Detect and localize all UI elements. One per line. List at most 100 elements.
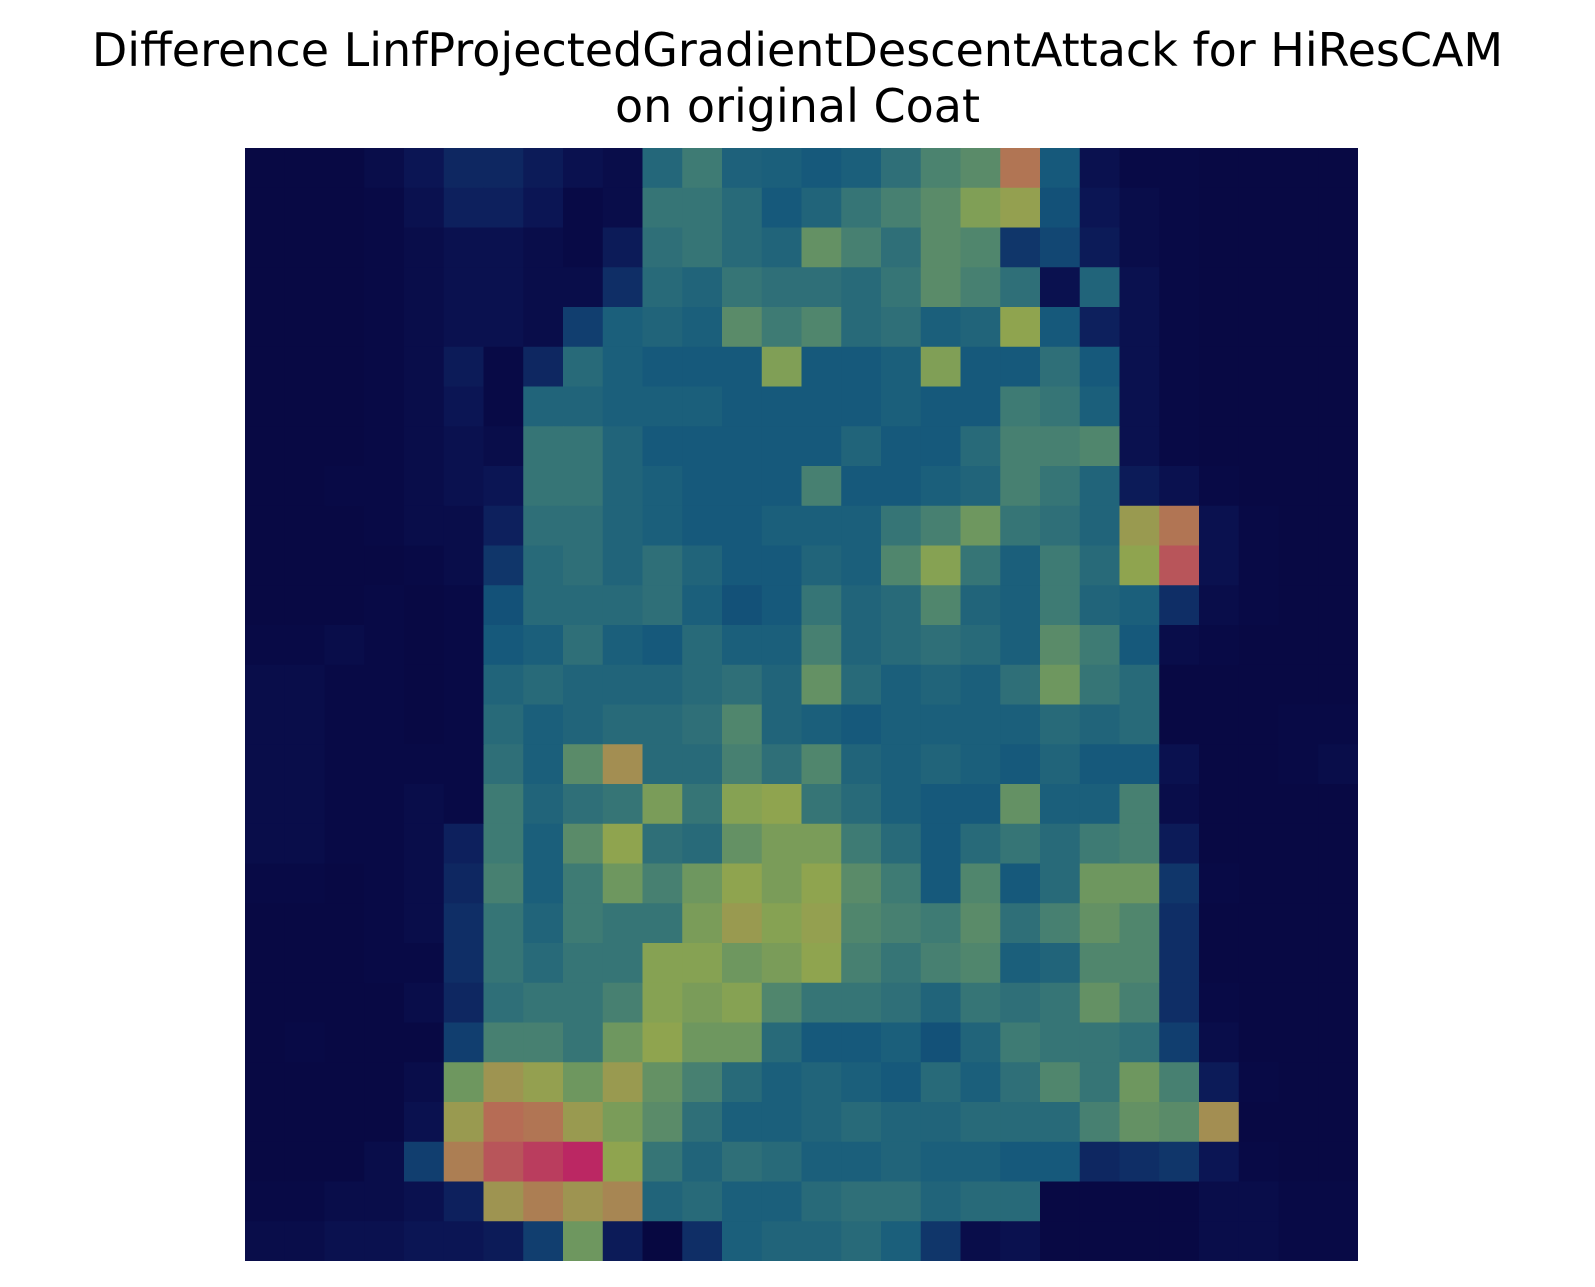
- heatmap-cell: [960, 982, 1001, 1024]
- heatmap-cell: [960, 585, 1001, 626]
- heatmap-cell: [960, 744, 1001, 785]
- heatmap-cell: [1199, 346, 1240, 388]
- heatmap-cell: [483, 1221, 524, 1261]
- heatmap-cell: [682, 863, 723, 904]
- heatmap-cell: [642, 744, 683, 785]
- heatmap-cell: [881, 307, 922, 348]
- heatmap-cell: [642, 426, 683, 467]
- heatmap-cell: [1199, 823, 1240, 865]
- heatmap-cell: [801, 1221, 842, 1261]
- heatmap-cell: [920, 982, 962, 1024]
- heatmap-cell: [1040, 863, 1081, 904]
- heatmap-cell: [722, 227, 763, 268]
- heatmap-cell: [642, 1181, 683, 1222]
- heatmap-cell: [722, 307, 763, 348]
- heatmap-cell: [1278, 664, 1319, 706]
- heatmap-cell: [1238, 943, 1280, 984]
- heatmap-cell: [1000, 148, 1041, 189]
- heatmap-cell: [920, 545, 962, 586]
- heatmap-cell: [563, 1141, 604, 1183]
- heatmap-cell: [443, 903, 485, 944]
- heatmap-cell: [1079, 1022, 1121, 1063]
- heatmap-cell: [920, 585, 962, 626]
- heatmap-cell: [1159, 346, 1200, 388]
- heatmap-cell: [960, 1181, 1001, 1222]
- heatmap-cell: [682, 625, 723, 666]
- heatmap-cell: [642, 187, 683, 229]
- heatmap-cell: [801, 585, 842, 626]
- heatmap-cell: [602, 823, 644, 865]
- heatmap-cell: [1000, 1102, 1041, 1143]
- heatmap-cell: [642, 664, 683, 706]
- heatmap-cell: [1238, 1141, 1280, 1183]
- heatmap-cell: [1040, 148, 1081, 189]
- heatmap-cell: [443, 307, 485, 348]
- heatmap-cell: [920, 903, 962, 944]
- heatmap-cell: [761, 227, 803, 268]
- heatmap-cell: [1278, 784, 1319, 825]
- heatmap-cell: [284, 1181, 326, 1222]
- heatmap-cell: [284, 784, 326, 825]
- heatmap-cell: [1199, 903, 1240, 944]
- heatmap-cell: [245, 505, 286, 547]
- heatmap-cell: [1199, 585, 1240, 626]
- heatmap-cell: [563, 1022, 604, 1063]
- heatmap-cell: [642, 1062, 683, 1103]
- heatmap-cell: [404, 982, 445, 1024]
- heatmap-cell: [881, 625, 922, 666]
- heatmap-cell: [1079, 903, 1121, 944]
- heatmap-cell: [1159, 823, 1200, 865]
- heatmap-cell: [722, 625, 763, 666]
- heatmap-cell: [761, 903, 803, 944]
- heatmap-cell: [523, 664, 564, 706]
- heatmap-cell: [563, 426, 604, 467]
- heatmap-cell: [682, 227, 723, 268]
- heatmap-cell: [761, 664, 803, 706]
- heatmap-cell: [1199, 426, 1240, 467]
- heatmap-cell: [1199, 466, 1240, 507]
- heatmap-cell: [284, 1022, 326, 1063]
- heatmap-cell: [1040, 982, 1081, 1024]
- heatmap-cell: [364, 744, 405, 785]
- heatmap-cell: [404, 823, 445, 865]
- heatmap-cell: [1278, 1221, 1319, 1261]
- heatmap-cell: [1079, 863, 1121, 904]
- heatmap-cell: [364, 267, 405, 308]
- heatmap-cell: [404, 1141, 445, 1183]
- heatmap-cell: [801, 1022, 842, 1063]
- heatmap-cell: [404, 903, 445, 944]
- heatmap-cell: [1199, 982, 1240, 1024]
- heatmap-cell: [324, 466, 365, 507]
- heatmap-cell: [1119, 744, 1160, 785]
- heatmap-cell: [1000, 1141, 1041, 1183]
- heatmap-cell: [563, 148, 604, 189]
- heatmap-cell: [1040, 625, 1081, 666]
- heatmap-cell: [1000, 943, 1041, 984]
- heatmap-cell: [284, 148, 326, 189]
- heatmap-cell: [1079, 545, 1121, 586]
- heatmap-cell: [483, 545, 524, 586]
- heatmap-cell: [722, 1181, 763, 1222]
- heatmap-cell: [404, 148, 445, 189]
- heatmap-cell: [523, 1062, 564, 1103]
- heatmap-cell: [602, 1141, 644, 1183]
- heatmap-cell: [722, 505, 763, 547]
- heatmap-cell: [523, 545, 564, 586]
- heatmap-cell: [682, 187, 723, 229]
- heatmap-cell: [682, 664, 723, 706]
- heatmap-cell: [801, 704, 842, 745]
- heatmap-cell: [801, 267, 842, 308]
- heatmap-cell: [443, 704, 485, 745]
- heatmap-cell: [761, 187, 803, 229]
- heatmap-cell: [523, 982, 564, 1024]
- heatmap-cell: [523, 784, 564, 825]
- heatmap-cell: [841, 744, 882, 785]
- heatmap-cell: [1318, 505, 1358, 547]
- heatmap-cell: [602, 1022, 644, 1063]
- heatmap-cell: [1119, 585, 1160, 626]
- heatmap-cell: [960, 1221, 1001, 1261]
- heatmap-cell: [1159, 1062, 1200, 1103]
- heatmap-cell: [960, 505, 1001, 547]
- heatmap-cell: [1119, 307, 1160, 348]
- heatmap-cell: [324, 1141, 365, 1183]
